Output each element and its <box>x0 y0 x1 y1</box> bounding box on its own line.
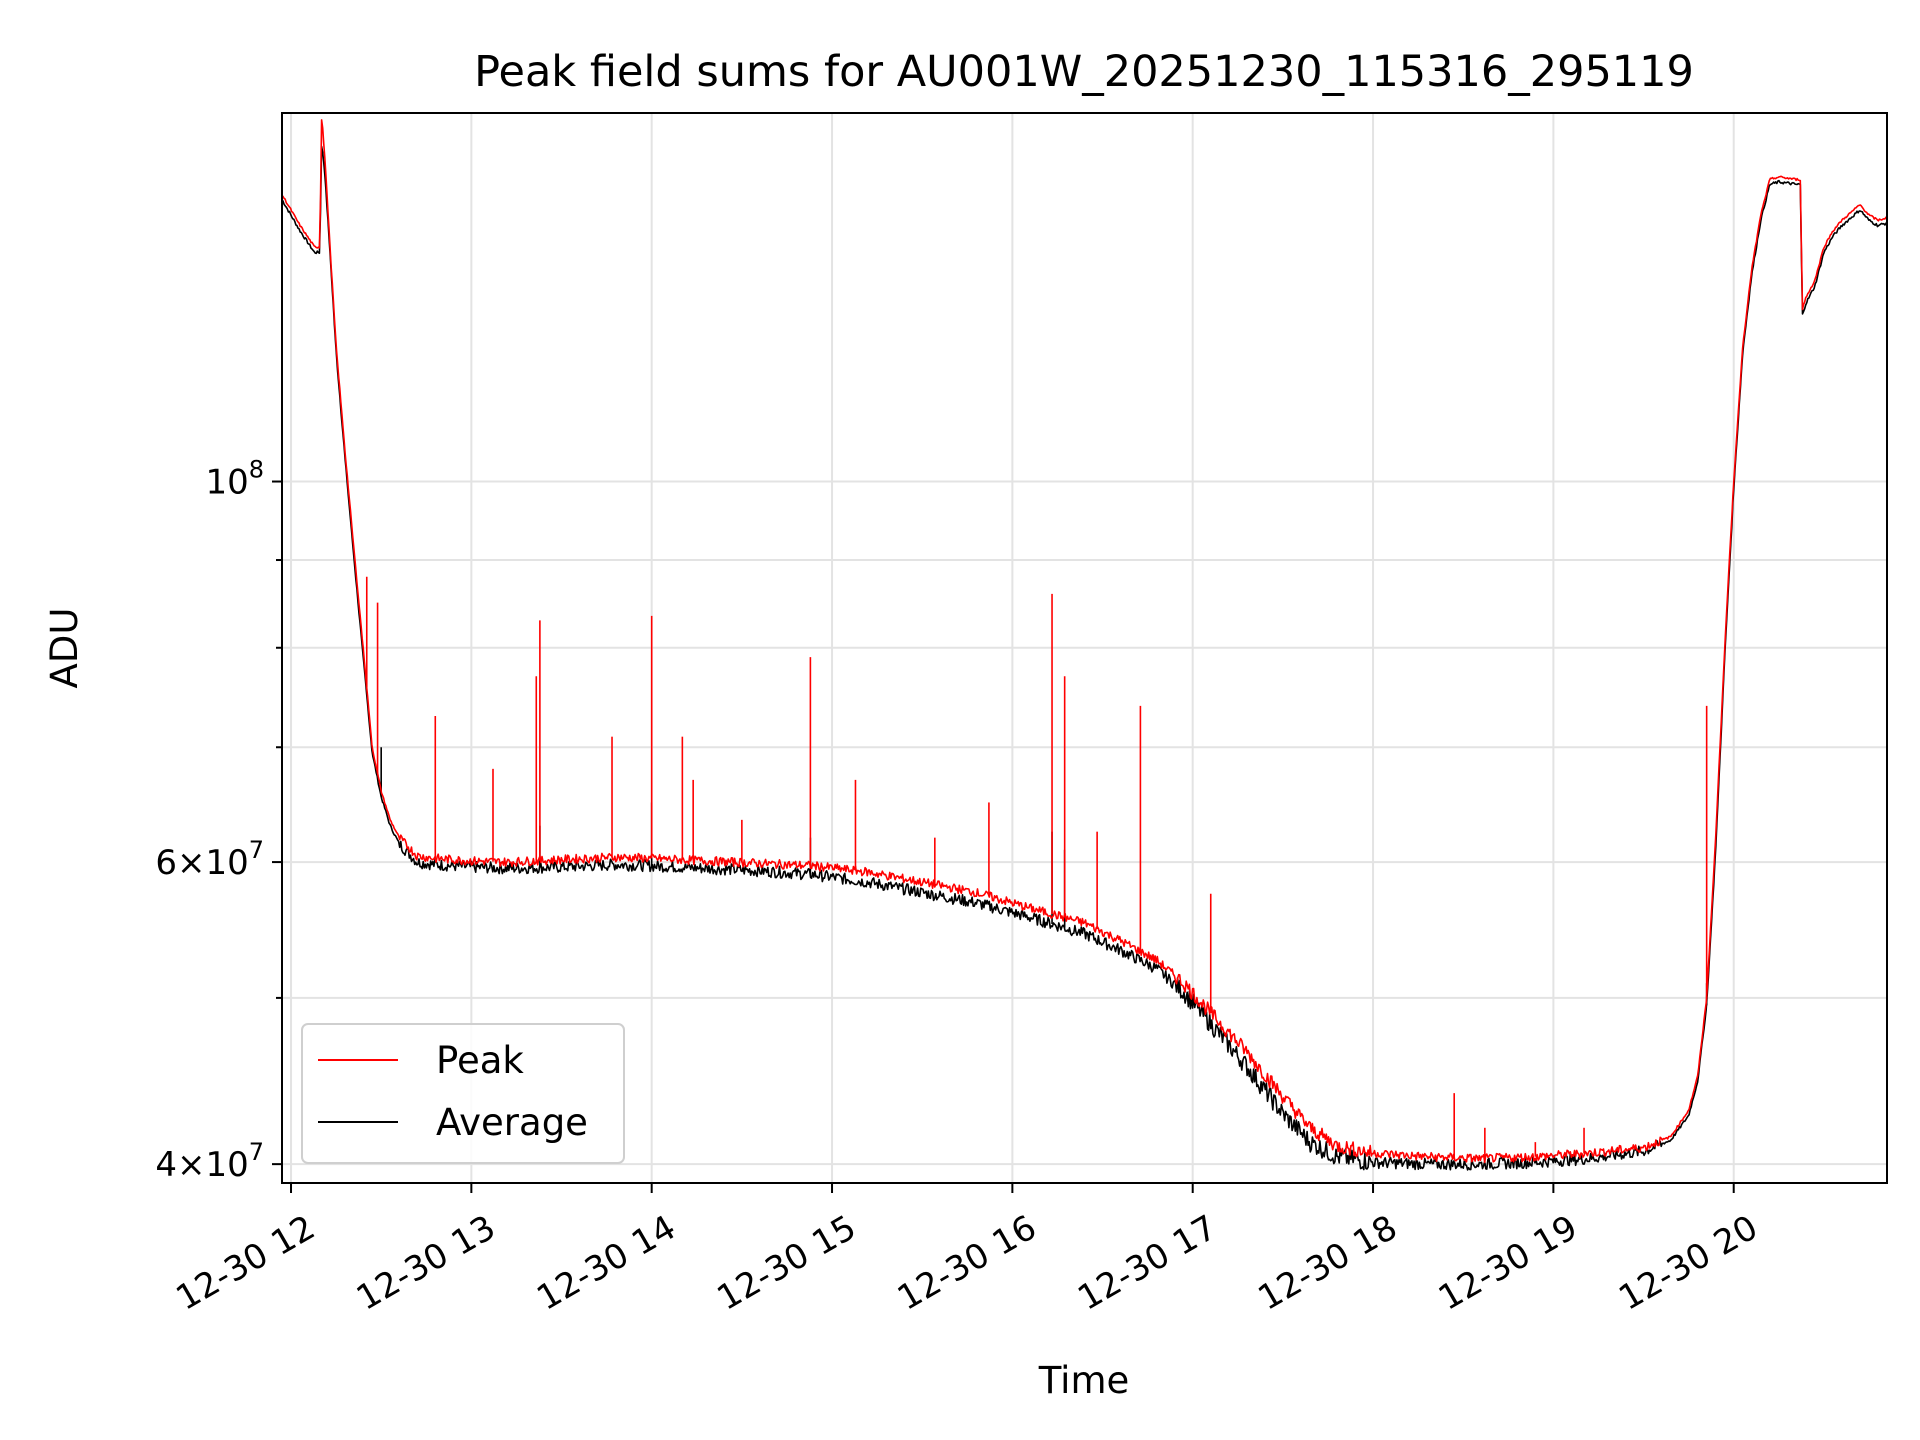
series-line-peak <box>281 119 1888 1164</box>
grid-layer <box>282 113 1887 1183</box>
legend: Peak Average <box>301 1023 625 1164</box>
x-tick-label: 12-30 17 <box>1071 1208 1223 1319</box>
y-tick-label: 108 <box>205 456 264 503</box>
series-layer <box>281 119 1888 1171</box>
y-tick-mantissa: 6 <box>155 843 177 883</box>
x-tick-label: 12-30 14 <box>530 1208 682 1319</box>
x-tick-label: 12-30 12 <box>170 1208 322 1319</box>
x-tick-label: 12-30 16 <box>891 1208 1043 1319</box>
y-tick-exponent: 8 <box>249 456 264 484</box>
y-tick-exponent: 7 <box>249 836 264 864</box>
y-axis-label: ADU <box>43 608 86 689</box>
x-axis-label: Time <box>1038 1359 1130 1402</box>
series-line-average <box>281 145 1888 1171</box>
legend-peak-label: Peak <box>436 1039 524 1082</box>
y-tick-label: 4×107 <box>155 1138 264 1185</box>
y-tick-exponent: 7 <box>249 1138 264 1166</box>
y-tick-mantissa: 4 <box>155 1145 177 1185</box>
x-tick-label: 12-30 13 <box>350 1208 502 1319</box>
y-tick-label: 6×107 <box>155 836 264 883</box>
series-peak <box>281 119 1888 1164</box>
x-tick-label: 12-30 20 <box>1612 1208 1764 1319</box>
series-average <box>281 145 1888 1171</box>
x-tick-label: 12-30 19 <box>1432 1208 1584 1319</box>
legend-average-label: Average <box>436 1101 588 1144</box>
x-tick-label: 12-30 18 <box>1252 1208 1404 1319</box>
legend-box <box>301 1023 625 1164</box>
x-tick-label: 12-30 15 <box>711 1208 863 1319</box>
chart-title: Peak field sums for AU001W_20251230_1153… <box>474 47 1694 97</box>
